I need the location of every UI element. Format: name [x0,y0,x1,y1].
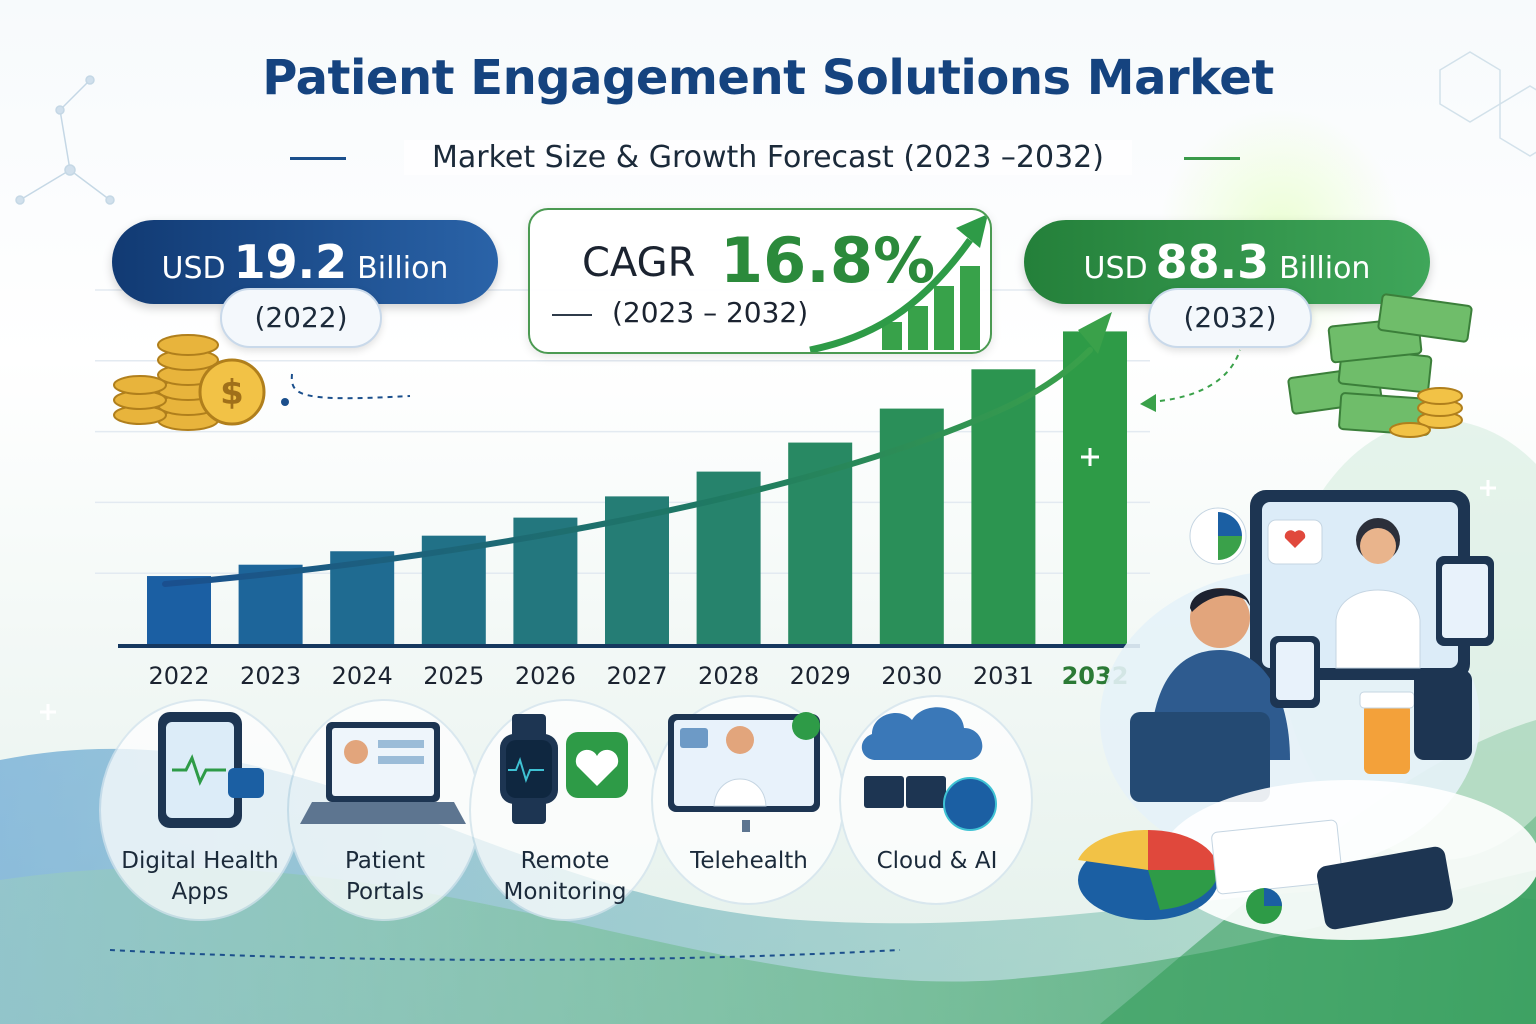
segment-label-remote-monitoring: Remote Monitoring [470,846,660,908]
page-subtitle: Market Size & Growth Forecast (2023 –203… [404,140,1132,175]
x-tick-2025: 2025 [423,662,484,690]
end-amount: 88.3 [1155,235,1270,289]
segment-label-digital-health-apps: Digital Health Apps [100,846,300,908]
page-title: Patient Engagement Solutions Market [262,50,1274,106]
end-year-chip: (2032) [1148,288,1312,348]
laptop-icon [300,722,466,824]
svg-text:$: $ [220,373,244,413]
segment-label-patient-portals: Patient Portals [290,846,480,908]
x-tick-2029: 2029 [790,662,851,690]
segment-label-line1: Remote [520,848,610,874]
bar-2032 [1063,331,1127,644]
x-tick-2023: 2023 [240,662,301,690]
segment-label-line1: Patient [344,848,426,874]
start-currency: USD [161,251,226,286]
x-tick-2028: 2028 [698,662,759,690]
cagr-dash [552,314,592,316]
x-tick-2022: 2022 [148,662,209,690]
start-year-chip: (2022) [220,288,382,348]
start-amount: 19.2 [233,235,348,289]
x-tick-2026: 2026 [515,662,576,690]
connector-end [1149,349,1241,403]
growth-bars-icon [809,214,988,352]
segment-label-line1: Cloud & AI [876,848,998,874]
x-tick-2024: 2024 [332,662,393,690]
segment-label-line2: Portals [345,879,425,905]
x-tick-2030: 2030 [881,662,942,690]
segment-label-line1: Digital Health [121,848,279,874]
segment-label-line2: Apps [171,879,229,905]
cash-stack-icon [1287,293,1473,438]
trend-arrow [162,347,1093,587]
video-doctor-icon [668,712,820,832]
telehealth-scene-illustration [1078,490,1536,940]
x-tick-2031: 2031 [973,662,1034,690]
start-unit: Billion [357,251,449,286]
cagr-period: (2023 – 2032) [612,296,809,329]
sparkle-decor [40,448,1496,720]
end-currency: USD [1083,251,1148,286]
segment-label-line2: Monitoring [503,879,627,905]
smartphone-icon [158,712,264,828]
cagr-card: CAGR 16.8% (2023 – 2032) [528,208,992,354]
trend-arrowhead [1078,312,1112,354]
segment-label-telehealth: Telehealth [654,846,844,877]
subtitle-rule-left [290,157,346,160]
chart-x-ticks: 2022 2023 2024 2025 2026 2027 2028 2029 2030 2031… [148,662,1128,690]
subtitle-row: Market Size & Growth Forecast (2023 –203… [0,140,1536,175]
segment-label-line1: Telehealth [690,848,808,874]
cloud-server-icon [861,707,997,831]
segment-connector [109,949,901,961]
end-unit: Billion [1279,251,1371,286]
connector-start [290,373,411,400]
segment-label-cloud-ai: Cloud & AI [842,846,1032,877]
coins-icon: $ [113,334,266,431]
subtitle-rule-right [1184,157,1240,160]
bar-2022 [147,576,211,644]
smartwatch-icon [500,714,628,824]
cagr-value: 16.8% [720,224,936,297]
x-tick-2027: 2027 [606,662,667,690]
cagr-label: CAGR [582,240,696,286]
